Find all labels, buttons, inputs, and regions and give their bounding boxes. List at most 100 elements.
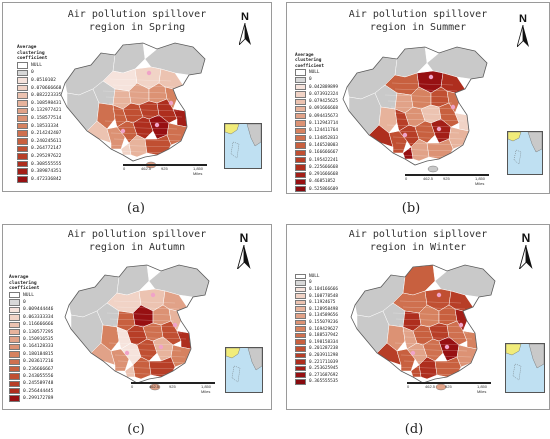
legend-label: 0.472336842 [31,176,62,182]
legend-label: 0.128958498 [309,306,339,312]
legend-label: 0.299172789 [23,396,54,402]
legend-label: 0.236666667 [23,366,54,372]
legend-item: 0.264772147 [17,145,61,153]
legend-item: 0.203617216 [9,358,53,365]
legend-label: 0.18533334 [31,123,59,129]
legend-item: 0.073932324 [295,91,338,98]
island-region [427,165,439,173]
north-arrow-icon: N [517,13,529,47]
city-boundary [404,336,473,340]
city-boundary [394,88,458,92]
legend-swatch [295,76,306,83]
legend-swatch [9,365,20,373]
legend-item: 0.203911298 [295,352,338,359]
legend-swatch [295,171,306,178]
legend-item: 0.243055556 [9,373,53,380]
legend-swatch [9,395,20,402]
city-boundary [392,136,464,140]
city-boundary [114,114,183,118]
legend-swatch [295,299,306,306]
legend-item: 0.365555535 [295,379,338,386]
legend-swatch [295,91,306,98]
province-region [124,364,136,378]
legend-label: 0.116666666 [23,322,54,328]
legend-item: 0.46851852 [295,178,338,186]
legend-item: 0.214242407 [17,130,61,138]
legend-label: 0.243055556 [23,373,54,379]
north-arrow-icon: N [519,231,533,269]
city-boundary [392,312,457,316]
legend-item: 0 [9,299,53,306]
city-highlight [168,100,174,106]
legend-item: 0.291666668 [295,171,338,178]
city-boundary [104,120,174,124]
province-region [386,324,406,352]
city-boundary [391,160,467,164]
legend-label: 0.042889899 [309,84,339,90]
legend-item: 0.240245611 [17,137,61,145]
legend-label: 0.094435673 [309,113,339,119]
legend-label: 0.389874351 [31,169,62,175]
legend-item: 0.042889899 [295,83,339,91]
city-highlight [436,126,442,132]
legend-label: 0.11924675 [309,300,336,306]
legend-label: 0.225666668 [309,164,339,170]
legend-label: 0.155079236 [309,319,339,325]
city-highlight [150,292,156,298]
legend-swatch [9,314,20,321]
scale-bar: 0 462.5 925 1,850 Miles [131,379,215,394]
legend-item: 0.195422241 [295,156,339,164]
city-boundary [396,372,471,376]
legend-swatch [295,273,306,280]
scale-bar: 0 462.5 925 1,850 Miles [405,171,489,186]
legend-item: 0.472336842 [17,175,61,183]
legend-label: 0.201287238 [309,346,339,352]
province-region [402,146,414,160]
city-highlight [124,350,130,356]
city-boundary [105,96,171,100]
city-highlight [146,70,152,76]
legend-item: 0.116666666 [9,321,53,328]
legend-label: 0.253625945 [309,366,339,372]
legend-label: 0.164128333 [23,344,54,350]
city-boundary [108,342,178,346]
legend-swatch [9,358,20,365]
legend-label: 0.46851852 [309,179,336,185]
legend-label: 0.0510102 [31,77,56,83]
country-outline [342,46,488,166]
province-region [410,364,422,378]
legend-item: 0 [295,76,338,83]
legend-swatch [295,379,306,385]
legend-label: 0.134589656 [309,313,339,319]
legend-item: 0.070666668 [17,84,61,92]
legend-label: 0.112943714 [309,121,339,127]
city-highlight [428,74,434,80]
city-boundary [390,106,457,110]
city-boundary [395,142,468,146]
legend-swatch [295,83,306,91]
legend-swatch [295,286,306,293]
legend-swatch [295,98,306,105]
city-boundary [401,330,469,334]
legend-item: 0.009444446 [9,306,54,314]
legend-item: 0.11924675 [295,299,338,306]
city-boundary [106,150,181,154]
city-boundary [111,348,182,352]
legend-label: 0.195422241 [309,157,339,163]
legend-swatch [295,156,306,164]
legend-swatch [295,319,306,326]
legend-swatch [9,336,20,343]
legend-title: clustering [9,280,37,286]
city-highlight [444,344,450,350]
legend-label: 0.063333334 [23,314,54,320]
city-highlight [154,122,160,128]
legend-label: 0.009444446 [23,307,54,313]
legend-item: NULL [9,292,53,299]
legend-swatch [9,343,20,351]
legend-swatch [17,145,28,153]
legend-item: 0.299172789 [9,395,53,402]
legend-label: 0.203617216 [23,359,54,365]
legend-label: 0.256444445 [23,388,54,394]
legend-swatch [295,293,306,299]
city-boundary [399,300,462,304]
